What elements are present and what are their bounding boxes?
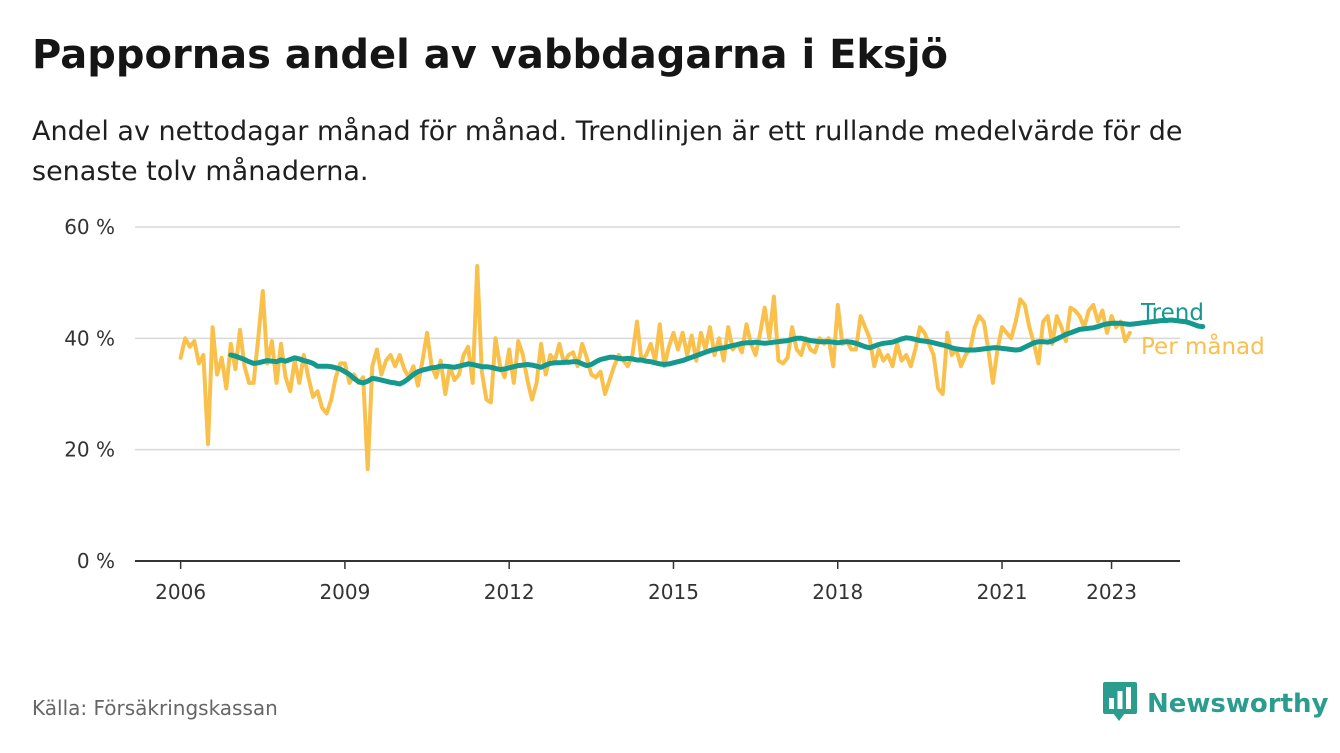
x-tick-label: 2023 — [1086, 580, 1137, 604]
source-note: Källa: Försäkringskassan — [32, 696, 278, 720]
bar-chart-speech-bubble-icon — [1103, 682, 1137, 726]
y-tick-label: 20 % — [64, 438, 115, 462]
series-lines — [178, 264, 1206, 472]
y-tick-label: 40 % — [64, 326, 115, 350]
y-tick-label: 0 % — [77, 549, 115, 573]
x-tick-label: 2012 — [484, 580, 535, 604]
x-tick-label: 2009 — [319, 580, 370, 604]
x-tick-label: 2018 — [812, 580, 863, 604]
chart-subtitle: Andel av nettodagar månad för månad. Tre… — [32, 116, 1183, 187]
x-axis-ticks: 2006 2009 2012 2015 2018 2021 2023 — [155, 561, 1137, 604]
y-tick-label: 60 % — [64, 215, 115, 239]
chart-title: Pappornas andel av vabbdagarna i Eksjö — [32, 32, 949, 78]
line-chart: 0 % 20 % 40 % 60 % 2006 2009 2012 2015 2018 2021… — [64, 215, 1265, 604]
series-label-monthly: Per månad — [1141, 332, 1265, 360]
x-tick-label: 2006 — [155, 580, 206, 604]
series-label-trend: Trend — [1140, 300, 1204, 326]
brand-logo: Newsworthy — [1103, 682, 1328, 726]
x-tick-label: 2021 — [977, 580, 1028, 604]
y-axis-tick-labels: 0 % 20 % 40 % 60 % — [64, 215, 115, 573]
brand-name: Newsworthy — [1147, 689, 1329, 719]
trend-series-line — [228, 317, 1206, 387]
x-tick-label: 2015 — [648, 580, 699, 604]
